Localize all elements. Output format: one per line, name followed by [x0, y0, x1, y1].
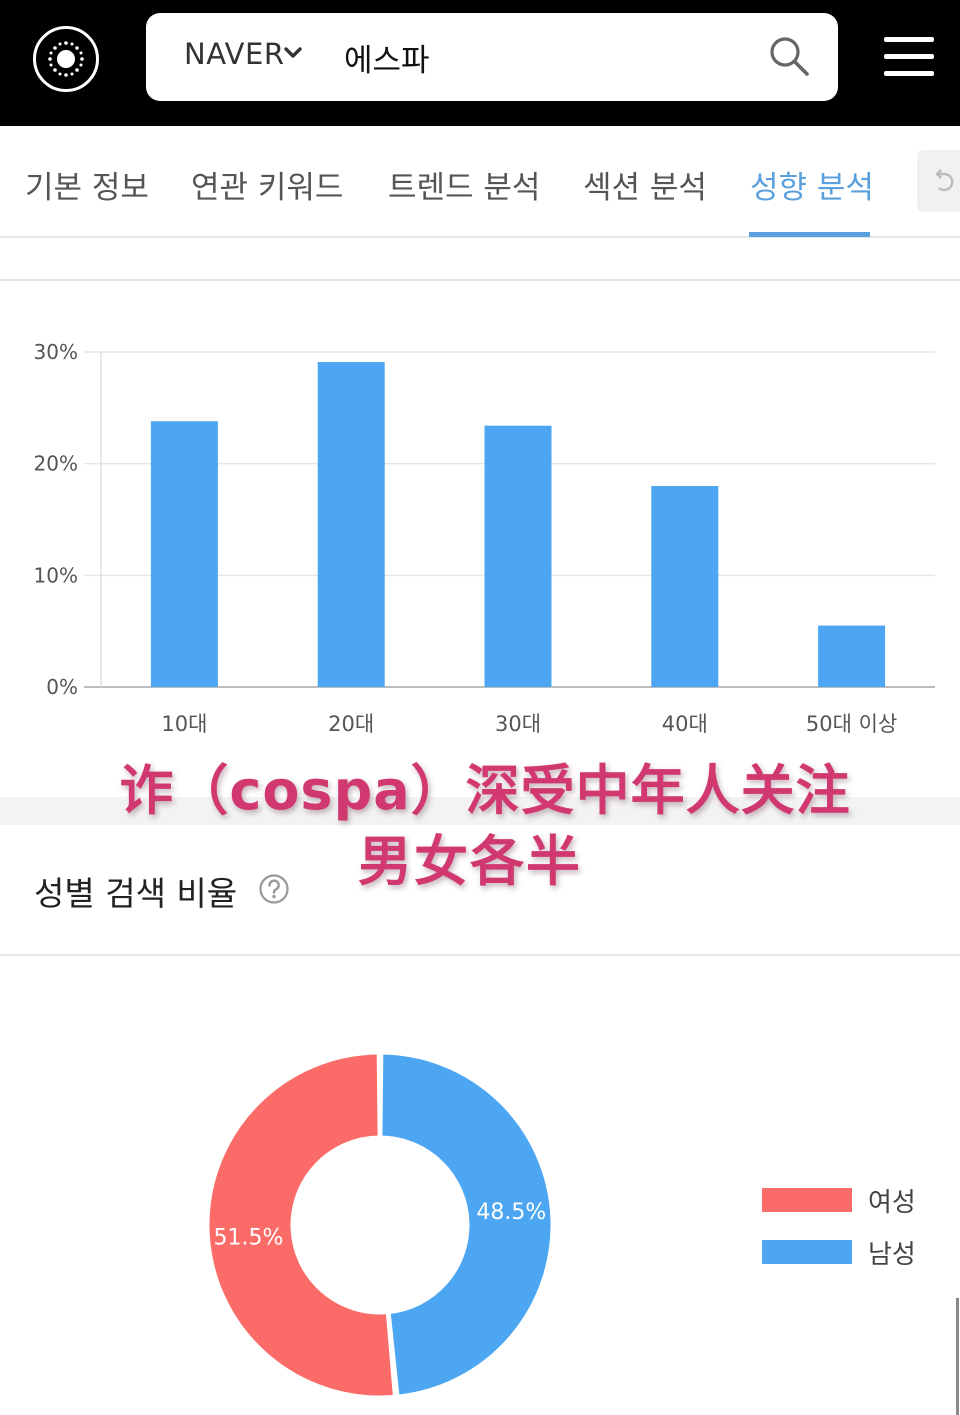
tab-related-keywords[interactable]: 연관 키워드 — [191, 170, 344, 206]
bar-5[interactable] — [818, 625, 886, 687]
scrollbar[interactable] — [956, 1298, 959, 1415]
active-tab-indicator — [749, 232, 870, 237]
legend-swatch — [762, 1240, 852, 1264]
y-tick-label: 10% — [34, 563, 78, 587]
y-tick-label: 30% — [34, 340, 78, 364]
search-engine-selector[interactable]: NAVER — [184, 37, 285, 71]
overlay-caption-line-1: 诈（cospa）深受中年人关注 — [119, 759, 851, 822]
menu-icon[interactable] — [884, 37, 934, 77]
donut-slice-female[interactable] — [206, 1051, 397, 1399]
x-category-label: 30대 — [495, 712, 541, 736]
overlay-caption-line-2: 男女各半 — [358, 830, 582, 893]
tab-tendency-analysis[interactable]: 성향 분석 — [750, 170, 874, 206]
x-category-label: 10대 — [161, 712, 207, 736]
section-divider — [0, 279, 960, 281]
bar-2[interactable] — [317, 362, 385, 687]
age-bar-chart: 0% 10% 20% 30% 10대 20대 30대 40대 50대 이상 — [34, 340, 935, 736]
tab-basic-info[interactable]: 기본 정보 — [25, 170, 149, 206]
tab-trend-analysis[interactable]: 트렌드 분석 — [388, 170, 541, 206]
x-category-label: 50대 이상 — [806, 712, 897, 736]
gender-section-title: 성별 검색 비율 — [34, 874, 238, 913]
y-tick-label: 20% — [34, 452, 78, 476]
legend-label: 여성 — [868, 1188, 916, 1218]
chevron-down-icon[interactable] — [284, 46, 302, 60]
legend-swatch — [762, 1188, 852, 1212]
bar-3[interactable] — [484, 425, 552, 687]
legend-label: 남성 — [868, 1240, 916, 1270]
top-bar: NAVER 에스파 — [0, 0, 960, 126]
x-category-label: 20대 — [328, 712, 374, 736]
bar-4[interactable] — [651, 486, 719, 687]
x-category-label: 40대 — [662, 712, 708, 736]
donut-value-label: 51.5% — [214, 1226, 284, 1251]
search-box[interactable]: NAVER 에스파 — [146, 13, 838, 101]
section-band — [0, 797, 960, 825]
tab-scroll-button[interactable] — [917, 150, 960, 212]
tab-bar: 기본 정보 연관 키워드 트렌드 분석 섹션 분석 성향 분석 — [0, 126, 960, 238]
refresh-icon — [935, 169, 954, 192]
donut-slice-male[interactable] — [379, 1051, 554, 1398]
section-divider — [0, 954, 960, 956]
logo-icon[interactable] — [33, 26, 99, 92]
question-circle-icon[interactable] — [258, 873, 290, 905]
gender-donut-chart: 48.5% 51.5% — [206, 1051, 554, 1399]
search-icon[interactable] — [768, 35, 810, 77]
y-tick-label: 0% — [46, 675, 78, 699]
overlay-caption: 诈（cospa）深受中年人关注 男女各半 — [0, 754, 960, 896]
search-input[interactable]: 에스파 — [344, 43, 430, 79]
tab-section-analysis[interactable]: 섹션 분석 — [583, 170, 707, 206]
donut-value-label: 48.5% — [476, 1200, 546, 1225]
bar-1[interactable] — [150, 421, 218, 687]
